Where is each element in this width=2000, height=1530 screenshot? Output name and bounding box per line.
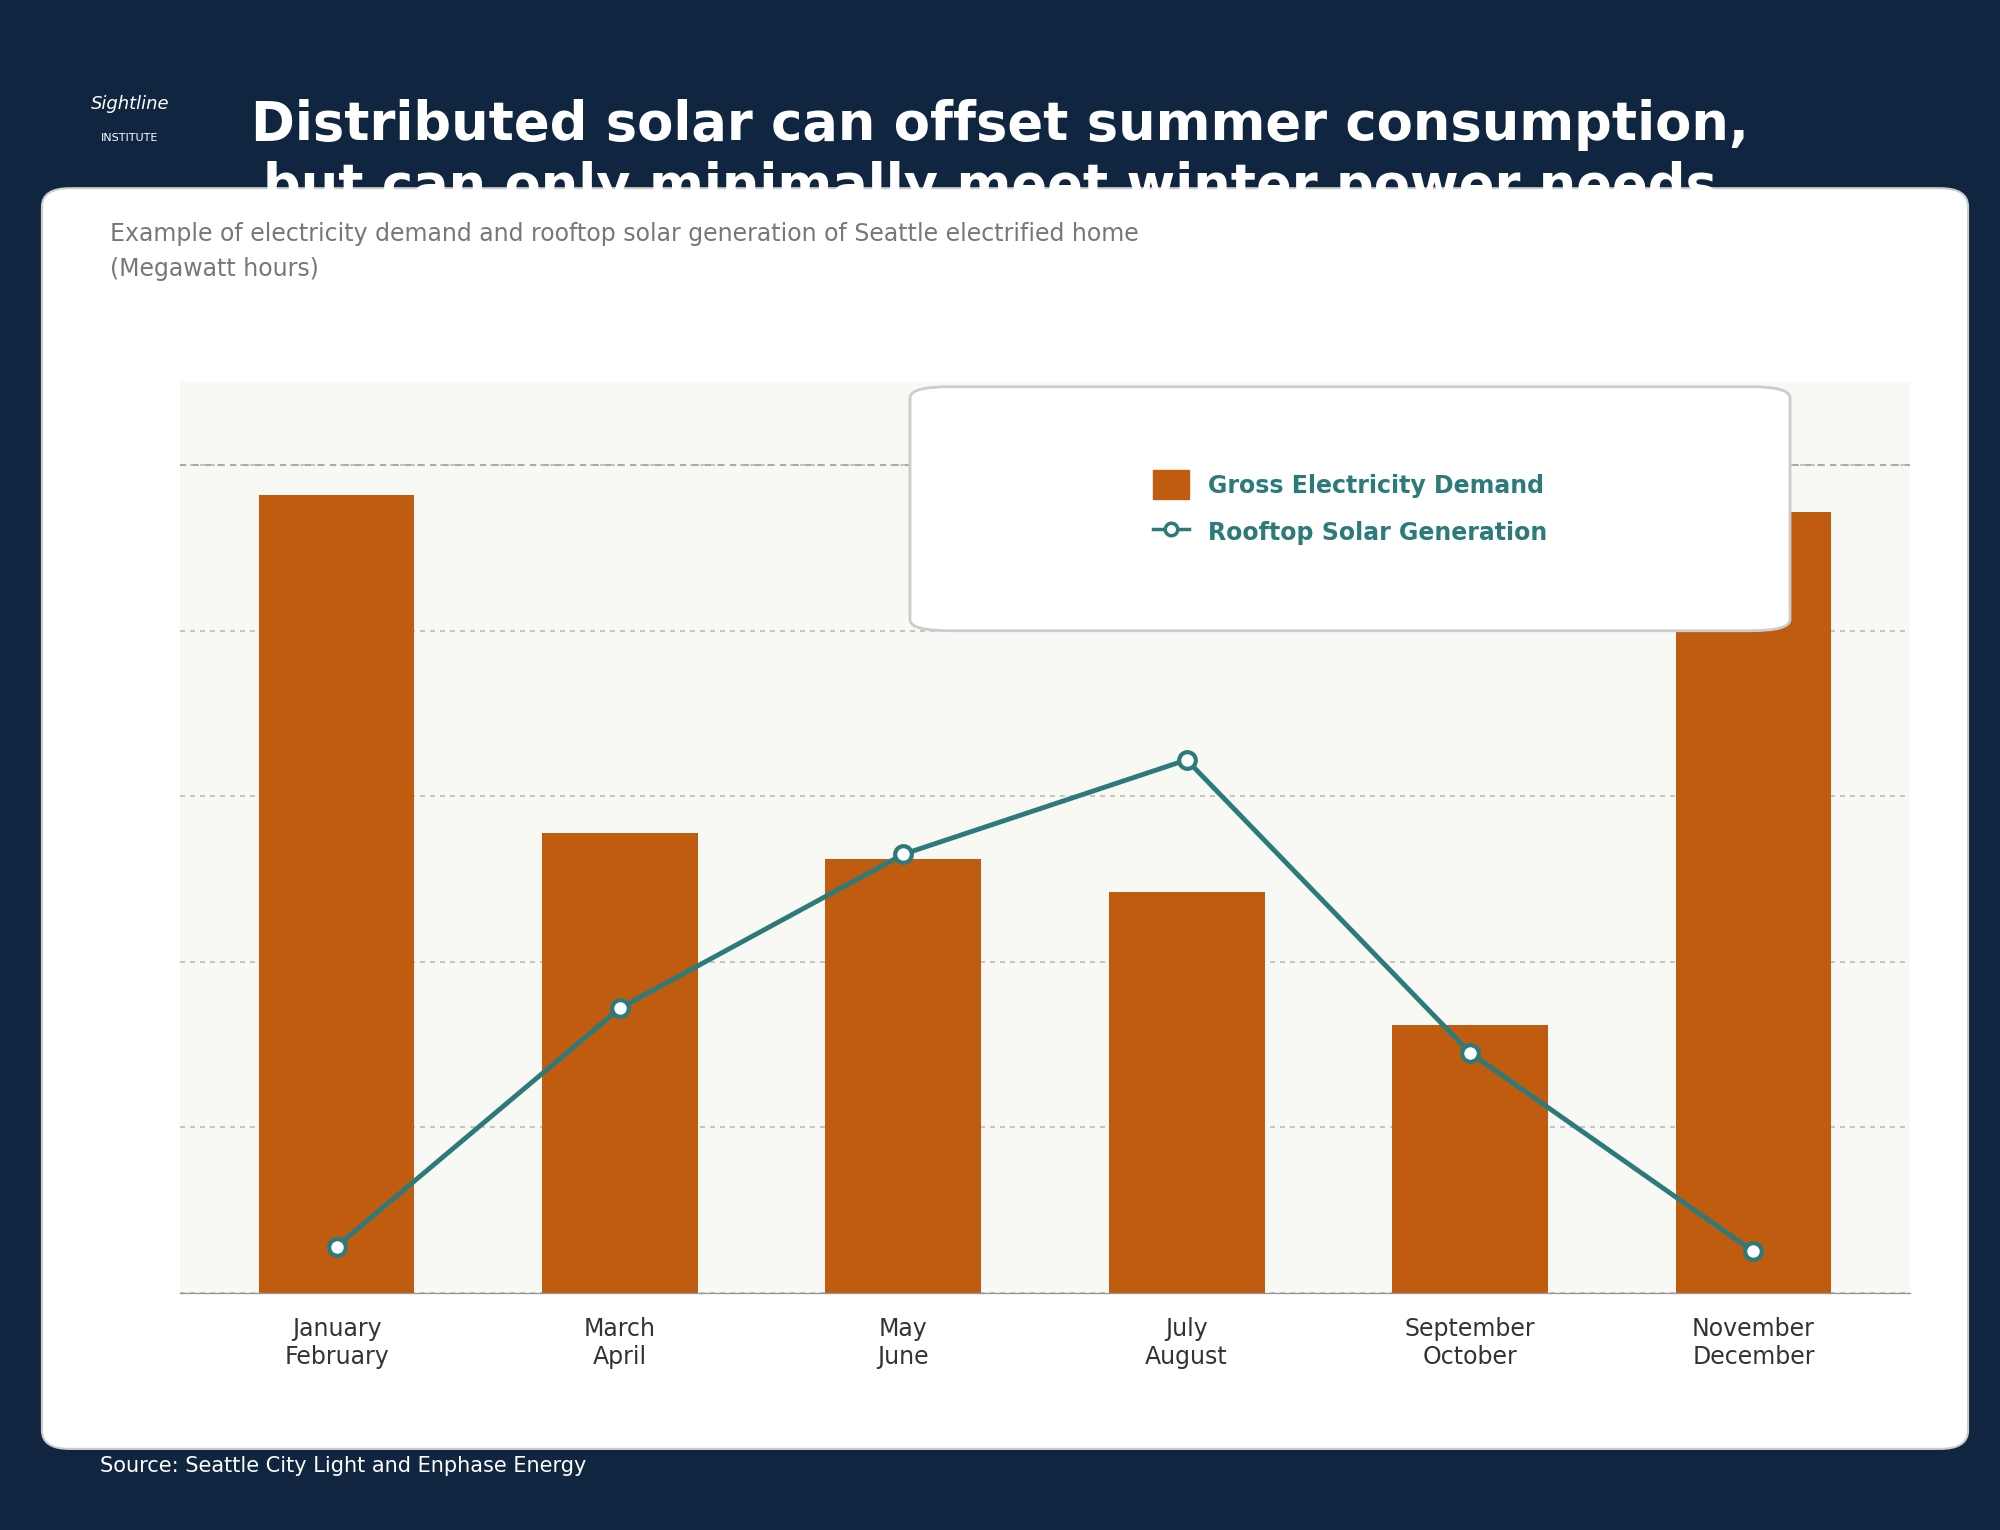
Text: Distributed solar can offset summer consumption,: Distributed solar can offset summer cons… xyxy=(252,99,1748,151)
FancyBboxPatch shape xyxy=(42,188,1968,1449)
Bar xyxy=(258,496,414,1293)
Bar xyxy=(1392,1025,1548,1293)
Bar xyxy=(826,860,982,1293)
Text: Example of electricity demand and rooftop solar generation of Seattle electrifie: Example of electricity demand and roofto… xyxy=(110,222,1138,246)
Bar xyxy=(542,832,698,1293)
Text: INSTITUTE: INSTITUTE xyxy=(102,133,158,142)
Text: (Megawatt hours): (Megawatt hours) xyxy=(110,257,318,282)
Legend: Gross Electricity Demand, Rooftop Solar Generation: Gross Electricity Demand, Rooftop Solar … xyxy=(1144,461,1556,557)
Bar xyxy=(1108,892,1264,1293)
FancyBboxPatch shape xyxy=(910,387,1790,630)
Text: Sightline: Sightline xyxy=(90,95,170,113)
Bar xyxy=(1676,511,1832,1293)
Text: Source: Seattle City Light and Enphase Energy: Source: Seattle City Light and Enphase E… xyxy=(100,1455,586,1476)
Text: but can only minimally meet winter power needs.: but can only minimally meet winter power… xyxy=(264,161,1736,213)
